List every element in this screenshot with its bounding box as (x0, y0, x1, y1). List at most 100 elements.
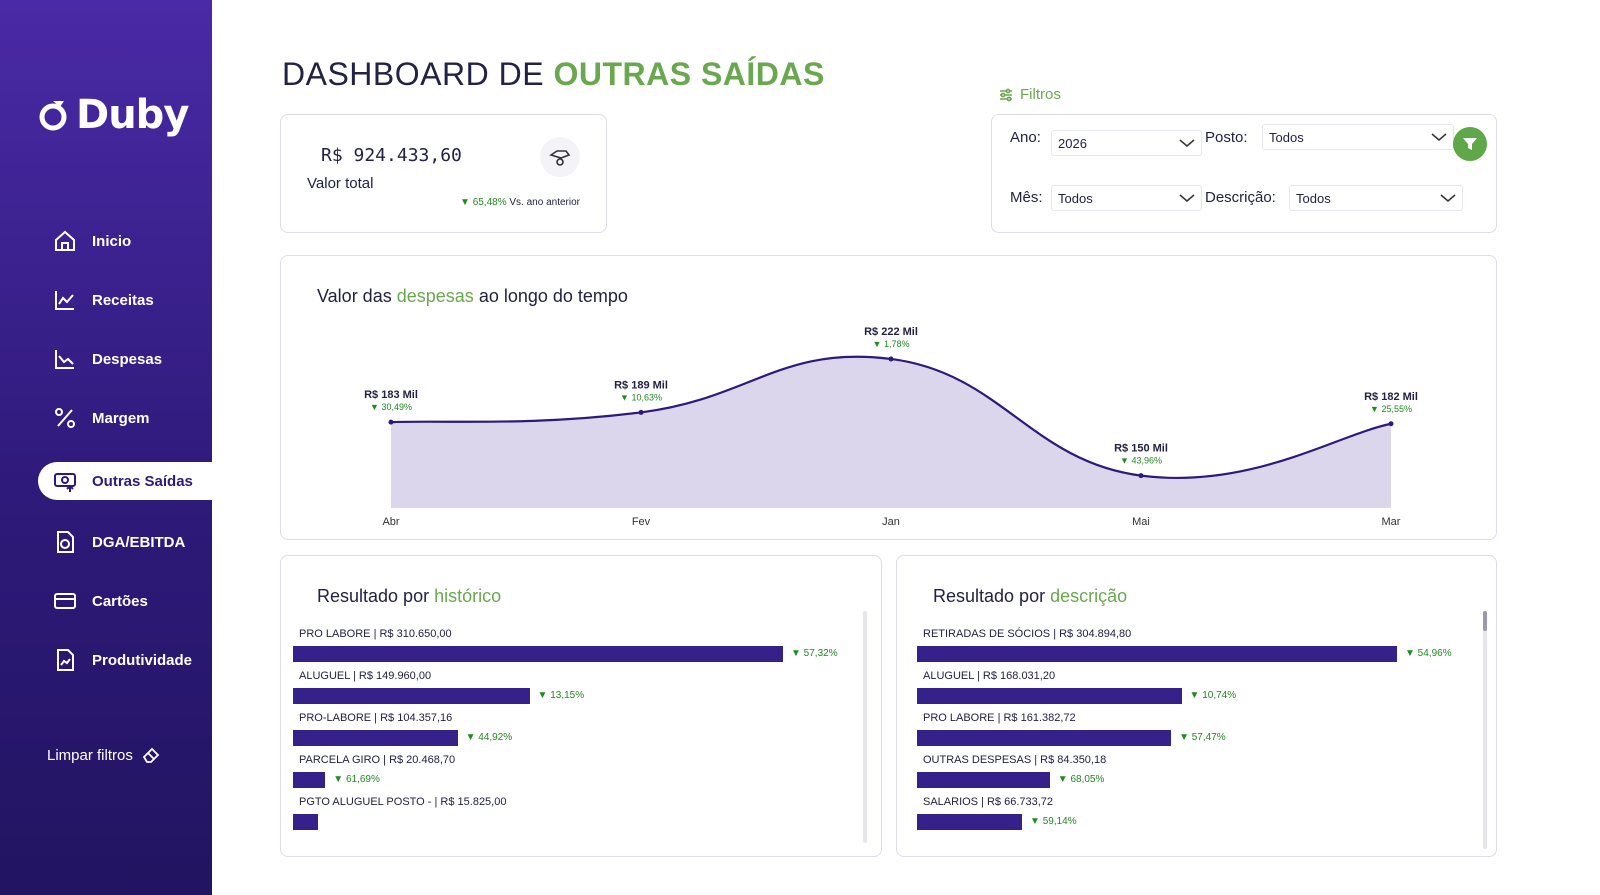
filter-posto-value: Todos (1269, 129, 1304, 145)
chart-area-fill (391, 356, 1391, 508)
filter-ano-value: 2026 (1058, 135, 1087, 151)
document-chart-icon (57, 649, 74, 671)
sidebar-item-dga-ebitda[interactable]: DGA/EBITDA (38, 523, 212, 561)
filter-posto-select[interactable]: Todos (1262, 124, 1454, 150)
line-chart-title-prefix: Valor das (317, 286, 392, 306)
descricao-bar-list: RETIRADAS DE SÓCIOS | R$ 304.894,80 ▼ 54,… (917, 628, 1483, 848)
bar-row[interactable]: ALUGUEL | R$ 168.031,20 ▼ 10,74% (917, 670, 1483, 710)
bar-label: OUTRAS DESPESAS | R$ 84.350,18 (923, 754, 1107, 766)
area-chart: R$ 183 Mil▼ 30,49% Abr R$ 189 Mil▼ 10,63% F… (364, 326, 1418, 528)
bar-fill (293, 646, 783, 662)
bar-fill (917, 730, 1172, 746)
kpi-icon[interactable] (540, 137, 580, 177)
page-title-prefix: DASHBOARD DE (282, 56, 545, 92)
bar-pct-label: ▼ 13,15% (537, 690, 585, 701)
sidebar-item-label: DGA/EBITDA (92, 533, 186, 551)
page-title-accent: OUTRAS SAÍDAS (553, 56, 825, 92)
bar-pct-label: ▼ 57,32% (791, 648, 838, 659)
filter-descricao-value: Todos (1296, 190, 1331, 206)
historico-bar-list: PRO LABORE | R$ 310.650,00 ▼ 57,32% ALUGUE… (293, 628, 859, 848)
bar-row[interactable]: PGTO ALUGUEL POSTO - | R$ 15.825,00 (293, 796, 859, 836)
funnel-icon (1463, 138, 1477, 150)
chart-point[interactable] (638, 409, 644, 415)
sidebar-item-inicio[interactable]: Inicio (38, 222, 212, 260)
chart-line-icon (55, 291, 74, 310)
historico-scrollbar[interactable] (863, 611, 867, 843)
x-tick-label: Mar (1382, 516, 1401, 528)
bar-label: PRO-LABORE | R$ 104.357,16 (299, 712, 453, 724)
chart-point[interactable] (1388, 421, 1394, 427)
bar-row[interactable]: PRO LABORE | R$ 161.382,72 ▼ 57,47% (917, 712, 1483, 752)
chart-data-label: R$ 189 Mil (614, 379, 668, 391)
historico-panel-title: Resultado por histórico (317, 586, 501, 607)
apply-filter-button[interactable] (1453, 127, 1487, 161)
chart-data-label: R$ 183 Mil (364, 389, 418, 401)
chart-point[interactable] (1138, 473, 1144, 479)
descricao-panel-title: Resultado por descrição (933, 586, 1127, 607)
chart-data-label: R$ 150 Mil (1114, 443, 1168, 455)
bar-row[interactable]: PRO LABORE | R$ 310.650,00 ▼ 57,32% (293, 628, 859, 668)
bar-row[interactable]: OUTRAS DESPESAS | R$ 84.350,18 ▼ 68,05% (917, 754, 1483, 794)
sidebar-item-cartoes[interactable]: Cartões (38, 582, 212, 620)
sidebar-item-margem[interactable]: Margem (38, 399, 212, 437)
bar-row[interactable]: SALARIOS | R$ 66.733,72 ▼ 59,14% (917, 796, 1483, 836)
kpi-card: R$ 924.433,60 Valor total ▼ 65,48% Vs. a… (280, 114, 607, 233)
filter-descricao-select[interactable]: Todos (1289, 185, 1463, 211)
sidebar-item-label: Outras Saídas (92, 472, 193, 490)
app-logo[interactable]: Duby (36, 92, 189, 138)
duby-logo-icon (39, 101, 67, 131)
kpi-delta-text: Vs. ano anterior (509, 197, 580, 208)
line-chart-title-suffix: ao longo do tempo (478, 286, 628, 306)
bar-row[interactable]: PRO-LABORE | R$ 104.357,16 ▼ 44,92% (293, 712, 859, 752)
sidebar-item-outras-saidas[interactable]: Outras Saídas (38, 462, 212, 500)
filter-mes-select[interactable]: Todos (1051, 185, 1202, 211)
bar-fill (293, 688, 530, 704)
eraser-icon (142, 747, 160, 763)
bar-row[interactable]: RETIRADAS DE SÓCIOS | R$ 304.894,80 ▼ 54,… (917, 628, 1483, 668)
bar-pct-label: ▼ 10,74% (1189, 690, 1237, 701)
bar-row[interactable]: PARCELA GIRO | R$ 20.468,70 ▼ 61,69% (293, 754, 859, 794)
chart-data-label: R$ 182 Mil (1364, 391, 1418, 403)
sidebar-item-label: Cartões (92, 592, 148, 610)
bar-fill (917, 814, 1023, 830)
bar-label: PGTO ALUGUEL POSTO - | R$ 15.825,00 (299, 796, 507, 808)
chart-point[interactable] (388, 419, 394, 425)
filter-ano-select[interactable]: 2026 (1051, 130, 1202, 156)
bar-pct-label: ▼ 59,14% (1030, 816, 1077, 827)
sidebar-item-receitas[interactable]: Receitas (38, 281, 212, 319)
filter-ano-label: Ano: (1010, 129, 1041, 146)
historico-title-accent: histórico (434, 586, 502, 606)
bar-pct-label: ▼ 54,96% (1405, 648, 1452, 659)
bar-pct-label: ▼ 68,05% (1057, 774, 1105, 785)
filter-mes-value: Todos (1058, 190, 1093, 206)
bar-fill (917, 772, 1050, 788)
chart-delta-label: ▼ 30,49% (370, 402, 412, 412)
sidebar-item-despesas[interactable]: Despesas (38, 340, 212, 378)
filter-mes-label: Mês: (1010, 189, 1043, 206)
bar-row[interactable]: ALUGUEL | R$ 149.960,00 ▼ 13,15% (293, 670, 859, 710)
x-tick-label: Mai (1132, 516, 1150, 528)
descricao-scrollbar[interactable] (1483, 611, 1487, 849)
clear-filters-button[interactable]: Limpar filtros (47, 745, 161, 765)
filter-descricao-label: Descrição: (1205, 189, 1276, 206)
historico-panel: Resultado por histórico PRO LABORE | R$ … (280, 555, 882, 857)
app-name: Duby (76, 92, 189, 138)
home-icon (55, 230, 75, 251)
money-hand-icon (549, 150, 571, 166)
bar-label: PRO LABORE | R$ 310.650,00 (299, 628, 452, 640)
clear-filters-label: Limpar filtros (47, 746, 133, 764)
bar-fill (293, 814, 318, 830)
filters-title-label: Filtros (1020, 86, 1061, 103)
percent-icon (55, 408, 75, 428)
chevron-down-icon (1440, 194, 1456, 202)
chart-point[interactable] (888, 356, 894, 362)
chart-area-icon (55, 350, 74, 369)
chevron-down-icon (1179, 139, 1195, 147)
credit-card-icon (54, 593, 76, 609)
line-chart-title-accent: despesas (396, 286, 474, 306)
historico-title-prefix: Resultado por (317, 586, 430, 606)
kpi-value: R$ 924.433,60 (321, 145, 462, 166)
chart-delta-label: ▼ 1,78% (873, 339, 910, 349)
sidebar-item-produtividade[interactable]: Produtividade (38, 641, 212, 679)
descricao-scrollbar-thumb[interactable] (1483, 611, 1487, 631)
